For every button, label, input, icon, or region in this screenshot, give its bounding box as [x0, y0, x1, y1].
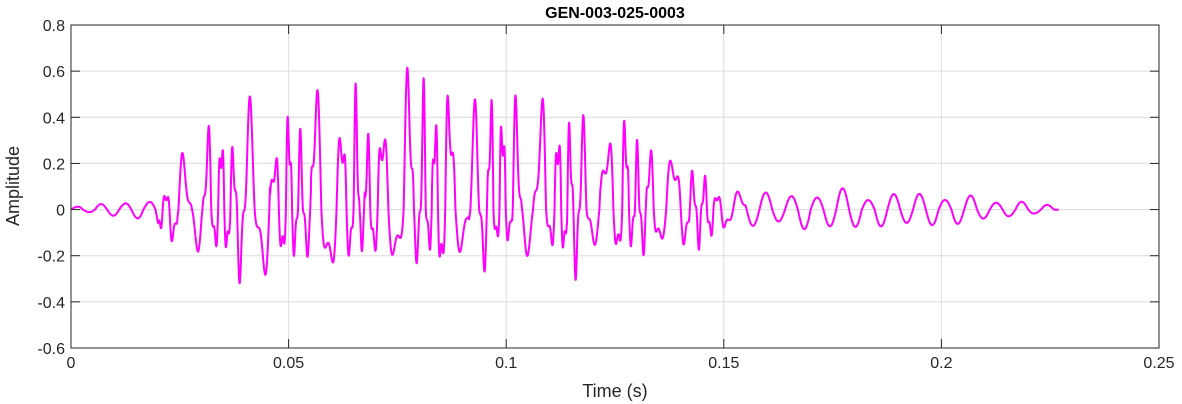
chart-title: GEN-003-025-0003 — [545, 5, 685, 22]
y-tick-labels: -0.6 -0.4 -0.2 0 0.2 0.4 0.6 0.8 — [37, 18, 65, 358]
signal-line — [70, 66, 1060, 285]
y-axis-label: Amplitude — [3, 146, 23, 226]
x-tick-label: 0.05 — [273, 355, 304, 372]
x-tick-label: 0 — [67, 355, 76, 372]
y-tick-label: -0.2 — [37, 249, 65, 266]
axes-box — [70, 24, 1160, 349]
x-tick-label: 0.2 — [930, 355, 952, 372]
x-tick-label: 0.15 — [708, 355, 739, 372]
y-tick-label: 0.6 — [43, 64, 65, 81]
y-tick-label: -0.6 — [37, 341, 65, 358]
x-tick-label: 0.1 — [495, 355, 517, 372]
ticks — [70, 24, 1160, 349]
y-tick-label: 0 — [56, 203, 65, 220]
x-tick-label: 0.25 — [1143, 355, 1174, 372]
x-axis-label: Time (s) — [582, 381, 647, 401]
x-tick-labels: 0 0.05 0.1 0.15 0.2 0.25 — [67, 355, 1175, 372]
y-tick-label: 0.8 — [43, 18, 65, 35]
signal-layer — [70, 66, 1060, 285]
y-tick-label: 0.2 — [43, 156, 65, 173]
y-tick-label: 0.4 — [43, 110, 65, 127]
y-tick-label: -0.4 — [37, 295, 65, 312]
plot-area — [71, 25, 1159, 348]
